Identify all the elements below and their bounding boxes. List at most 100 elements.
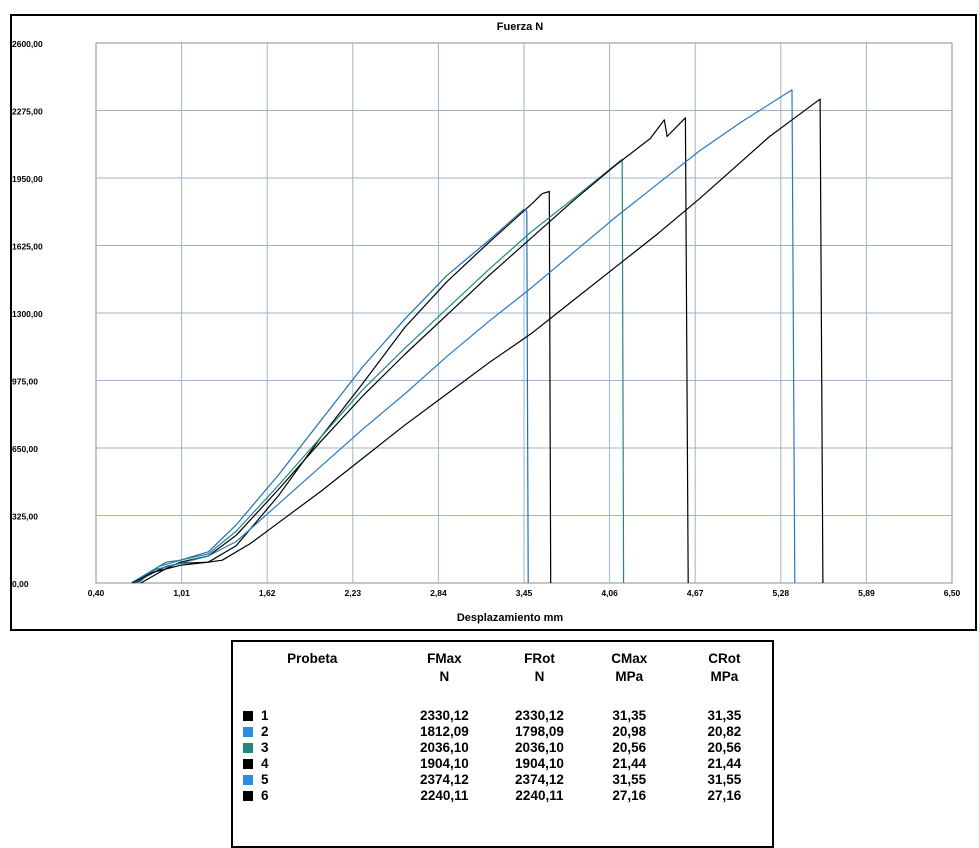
series-line-3 <box>137 158 625 584</box>
probeta-cell: 5 <box>233 772 392 788</box>
frot-cell: 2240,11 <box>515 788 564 803</box>
probeta-id: 1 <box>261 708 269 723</box>
frot-cell: 2330,12 <box>515 708 564 723</box>
column-header-name: Probeta <box>287 651 338 666</box>
column-header-unit: MPa <box>710 669 739 684</box>
frot-cell: 2374,12 <box>515 772 564 787</box>
column-header-name: CRot <box>708 651 741 666</box>
probeta-id: 5 <box>261 772 269 787</box>
x-tick-label: 4,67 <box>687 588 704 598</box>
force-displacement-chart: Fuerza N 0,00 325,00 650,00 975,00 1300,00 16… <box>12 21 961 624</box>
y-tick-label: 2275,00 <box>12 107 43 117</box>
series-line-2 <box>134 208 529 584</box>
y-tick-label: 1625,00 <box>12 242 43 252</box>
series-swatch <box>243 711 253 721</box>
column-header-fmax: FMax N <box>392 642 498 708</box>
series-line-5 <box>130 89 796 584</box>
x-tick-label: 5,28 <box>773 588 790 598</box>
cmax-cell: 27,16 <box>612 788 647 803</box>
x-tick-label: 6,50 <box>944 588 961 598</box>
probeta-id: 4 <box>261 756 269 771</box>
table-row: 5 2374,12 2374,12 31,55 31,55 <box>233 772 772 788</box>
grid-layer <box>95 42 953 584</box>
x-tick-label: 1,01 <box>173 588 190 598</box>
x-tick-label: 0,40 <box>88 588 105 598</box>
fmax-cell: 2036,10 <box>419 740 469 755</box>
y-tick-labels: 0,00 325,00 650,00 975,00 1300,00 1625,00 1950… <box>12 39 43 589</box>
probeta-id: 6 <box>261 788 269 803</box>
y-tick-label: 1950,00 <box>12 174 43 184</box>
series-line-6 <box>132 98 824 584</box>
y-tick-label: 325,00 <box>12 512 38 522</box>
series-line-1 <box>134 190 552 584</box>
chart-frame <box>10 14 977 631</box>
table-body: 1 2330,12 2330,12 31,35 31,35 2 1812,09 1798,09… <box>233 708 772 804</box>
y-tick-label: 2600,00 <box>12 39 43 49</box>
table-row: 1 2330,12 2330,12 31,35 31,35 <box>233 708 772 724</box>
cmax-cell: 31,55 <box>612 772 647 787</box>
fmax-cell: 2374,12 <box>419 772 469 787</box>
probeta-id: 2 <box>261 724 269 739</box>
y-tick-label: 0,00 <box>12 579 29 589</box>
column-header-name: FMax <box>427 651 462 666</box>
series-swatch <box>243 775 253 785</box>
column-header-unit: MPa <box>615 669 644 684</box>
column-header-name: FRot <box>524 651 555 666</box>
column-header-crot: CRot MPa <box>677 642 772 708</box>
series-line-4 <box>140 117 689 584</box>
probeta-cell: 2 <box>233 724 392 740</box>
probeta-cell: 6 <box>233 788 392 804</box>
series-swatch <box>243 759 253 769</box>
x-axis-label: Desplazamiento mm <box>457 612 564 624</box>
probeta-id: 3 <box>261 740 269 755</box>
results-table-box: Probeta FMax N FRot N CMax MPa CRot MPa 1 2330,12… <box>231 640 774 848</box>
probeta-cell: 1 <box>233 708 392 724</box>
x-tick-label: 2,84 <box>430 588 447 598</box>
fmax-cell: 2330,12 <box>419 708 469 723</box>
series-swatch <box>243 791 253 801</box>
x-tick-label: 3,45 <box>516 588 533 598</box>
table-row: 3 2036,10 2036,10 20,56 20,56 <box>233 740 772 756</box>
x-tick-labels: 0,40 1,01 1,62 2,23 2,84 3,45 4,06 4,67 5,28 5,89… <box>88 588 961 598</box>
cmax-cell: 31,35 <box>612 708 647 723</box>
series-swatch <box>243 743 253 753</box>
column-header-probeta: Probeta <box>233 642 392 708</box>
y-tick-label: 975,00 <box>12 377 38 387</box>
cmax-cell: 20,56 <box>612 740 647 755</box>
probeta-cell: 4 <box>233 756 392 772</box>
crot-cell: 31,35 <box>707 708 742 723</box>
chart-title: Fuerza N <box>497 21 544 33</box>
frot-cell: 1798,09 <box>515 724 564 739</box>
crot-cell: 20,82 <box>707 724 742 739</box>
probeta-cell: 3 <box>233 740 392 756</box>
series-swatch <box>243 727 253 737</box>
crot-cell: 27,16 <box>707 788 742 803</box>
fmax-cell: 1812,09 <box>419 724 469 739</box>
table-row: 6 2240,11 2240,11 27,16 27,16 <box>233 788 772 804</box>
x-tick-label: 2,23 <box>345 588 362 598</box>
column-header-cmax: CMax MPa <box>582 642 677 708</box>
crot-cell: 21,44 <box>707 756 742 771</box>
x-tick-label: 1,62 <box>259 588 276 598</box>
column-header-name: CMax <box>611 651 648 666</box>
table-row: 2 1812,09 1798,09 20,98 20,82 <box>233 724 772 740</box>
fmax-cell: 1904,10 <box>419 756 469 771</box>
column-header-unit: N <box>534 669 545 684</box>
x-tick-label: 5,89 <box>858 588 875 598</box>
crot-cell: 31,55 <box>707 772 742 787</box>
frot-cell: 1904,10 <box>515 756 564 771</box>
series-layer <box>130 89 824 584</box>
table-header-row: Probeta FMax N FRot N CMax MPa CRot MPa <box>233 642 772 708</box>
crot-cell: 20,56 <box>707 740 742 755</box>
frot-cell: 2036,10 <box>515 740 564 755</box>
column-header-unit: N <box>439 669 450 684</box>
table-row: 4 1904,10 1904,10 21,44 21,44 <box>233 756 772 772</box>
fmax-cell: 2240,11 <box>420 788 469 803</box>
x-tick-label: 4,06 <box>601 588 618 598</box>
cmax-cell: 20,98 <box>612 724 647 739</box>
y-tick-label: 1300,00 <box>12 309 43 319</box>
cmax-cell: 21,44 <box>612 756 647 771</box>
column-header-frot: FRot N <box>497 642 582 708</box>
y-tick-label: 650,00 <box>12 444 38 454</box>
results-table: Probeta FMax N FRot N CMax MPa CRot MPa 1 2330,12… <box>233 642 772 804</box>
